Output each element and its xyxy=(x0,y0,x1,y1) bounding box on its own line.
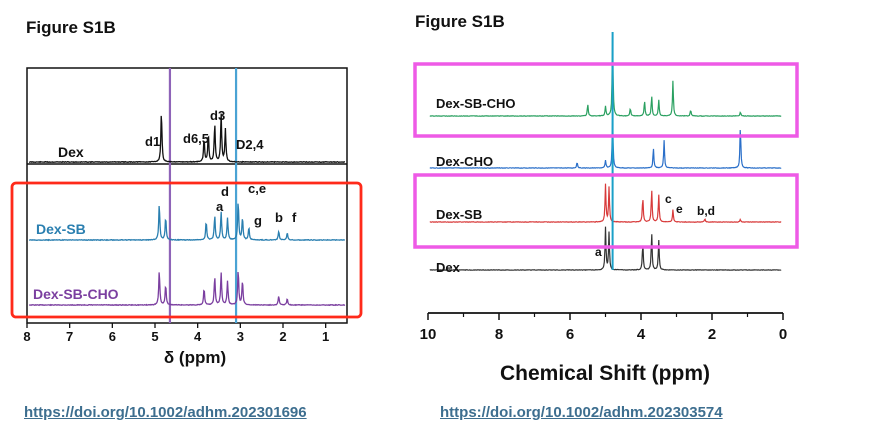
left-peak-label-9: f xyxy=(292,210,297,225)
right-series-label-dex-sb-cho: Dex-SB-CHO xyxy=(436,96,515,111)
left-spectrum-dex xyxy=(28,113,346,164)
right-highlight-box-bottom xyxy=(413,173,799,249)
right-series-label-dex: Dex xyxy=(436,260,461,275)
left-peak-label-2: d3 xyxy=(210,108,225,123)
left-series-label-dex-sb: Dex-SB xyxy=(36,221,86,237)
left-x-tick-label-2: 2 xyxy=(279,329,286,344)
right-peak-label-2: e xyxy=(676,202,683,216)
right-peak-label-1: c xyxy=(665,192,672,206)
right-doi-link[interactable]: https://doi.org/10.1002/adhm.202303574 xyxy=(440,404,723,421)
left-peak-label-0: d1 xyxy=(145,134,160,149)
left-x-tick-label-1: 1 xyxy=(322,329,329,344)
left-peak-label-7: g xyxy=(254,213,262,228)
left-x-tick-label-7: 7 xyxy=(66,329,73,344)
left-peak-label-6: c,e xyxy=(248,181,266,196)
right-peak-label-3: b,d xyxy=(697,204,715,218)
left-figure-title: Figure S1B xyxy=(26,18,116,37)
right-spectrum-dex-sb xyxy=(429,183,782,223)
right-spectrum-dex-cho xyxy=(429,118,782,169)
right-spectrum-dex xyxy=(429,226,782,271)
right-peak-label-0: a xyxy=(595,245,602,259)
left-series-label-dex: Dex xyxy=(58,144,84,160)
right-spectrum-dex-sb-cho xyxy=(429,37,782,117)
left-spectrum-dex-sb xyxy=(29,203,346,242)
left-peak-label-8: b xyxy=(275,210,283,225)
left-x-tick-label-8: 8 xyxy=(23,329,30,344)
left-x-tick-label-4: 4 xyxy=(194,329,202,344)
left-x-tick-label-3: 3 xyxy=(237,329,244,344)
left-x-axis-title: δ (ppm) xyxy=(164,348,226,367)
right-series-label-dex-cho: Dex-CHO xyxy=(436,154,493,169)
left-peak-label-4: a xyxy=(216,199,224,214)
left-plot-frame xyxy=(26,67,348,324)
right-x-tick-label-2: 2 xyxy=(708,326,716,343)
right-highlight-box-top xyxy=(413,62,799,138)
left-peak-label-1: d6,5 xyxy=(183,131,209,146)
left-x-tick-label-5: 5 xyxy=(151,329,158,344)
left-series-label-dex-sb-cho: Dex-SB-CHO xyxy=(33,286,119,302)
right-series-label-dex-sb: Dex-SB xyxy=(436,207,482,222)
left-x-tick-label-6: 6 xyxy=(109,329,116,344)
right-x-tick-label-4: 4 xyxy=(637,326,646,343)
right-x-tick-label-0: 0 xyxy=(779,326,787,343)
right-x-axis-title: Chemical Shift (ppm) xyxy=(500,362,710,385)
left-peak-label-3: D2,4 xyxy=(236,137,264,152)
right-figure-title: Figure S1B xyxy=(415,12,505,31)
right-x-tick-label-10: 10 xyxy=(420,326,437,343)
left-doi-link[interactable]: https://doi.org/10.1002/adhm.202301696 xyxy=(24,404,307,421)
left-highlight-box xyxy=(10,181,363,319)
left-spectrum-dex-sb-cho xyxy=(28,271,346,307)
right-x-tick-label-6: 6 xyxy=(566,326,574,343)
right-x-tick-label-8: 8 xyxy=(495,326,503,343)
left-peak-label-5: d xyxy=(221,184,229,199)
